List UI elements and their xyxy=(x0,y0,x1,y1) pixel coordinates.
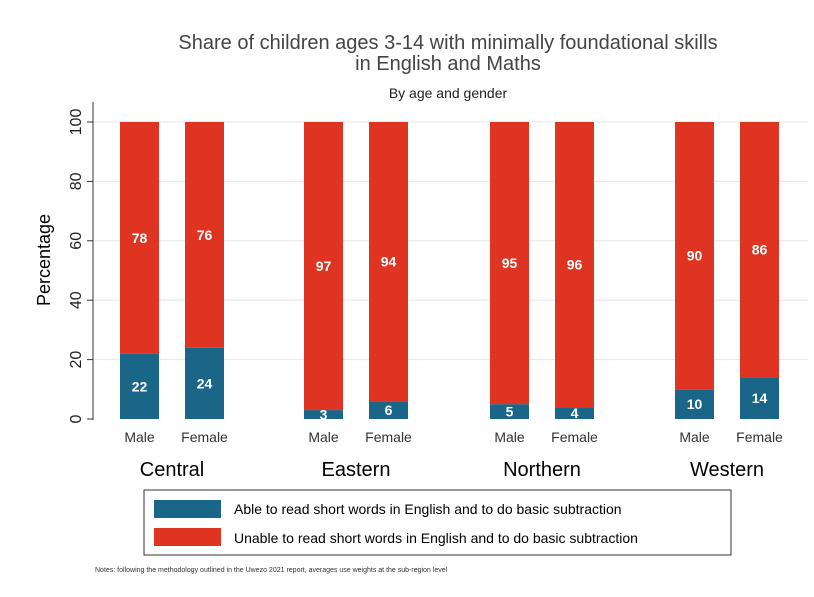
chart-subtitle: By age and gender xyxy=(389,85,508,101)
data-label-able-central-male: 22 xyxy=(132,378,148,394)
data-label-able-northern-female: 4 xyxy=(571,405,579,421)
legend-label-able: Able to read short words in English and … xyxy=(234,501,622,517)
chart-title-line-1: Share of children ages 3-14 with minimal… xyxy=(178,32,717,54)
bar-able-eastern-male xyxy=(304,410,343,419)
legend-label-unable: Unable to read short words in English an… xyxy=(234,530,638,546)
y-tick-label-20: 20 xyxy=(68,351,85,369)
data-label-unable-central-male: 78 xyxy=(132,230,148,246)
data-label-unable-western-male: 90 xyxy=(687,248,703,264)
group-labels: Central Eastern Northern Western xyxy=(140,459,764,481)
data-label-unable-northern-male: 95 xyxy=(502,255,518,271)
bar-able-central-male xyxy=(120,353,159,419)
category-label-northern-female: Female xyxy=(551,429,598,445)
category-label-central-male: Male xyxy=(124,429,155,445)
group-label-central: Central xyxy=(140,459,204,481)
group-label-northern: Northern xyxy=(503,459,581,481)
bar-unable-central-female xyxy=(185,122,224,348)
data-label-able-northern-male: 5 xyxy=(506,404,514,420)
bar-able-northern-male xyxy=(490,404,529,419)
y-tick-label-80: 80 xyxy=(68,172,85,190)
y-tick-label-100: 100 xyxy=(68,109,85,136)
data-label-unable-eastern-male: 97 xyxy=(316,258,332,274)
category-label-western-male: Male xyxy=(679,429,710,445)
y-axis-label: Percentage xyxy=(34,214,54,306)
data-label-able-eastern-male: 3 xyxy=(320,407,328,423)
bar-able-western-female xyxy=(740,377,779,419)
bar-unable-western-male xyxy=(675,122,714,390)
legend: Able to read short words in English and … xyxy=(143,489,732,556)
bar-unable-northern-male xyxy=(490,122,529,405)
legend-swatch-unable xyxy=(154,528,221,546)
data-label-unable-central-female: 76 xyxy=(197,227,213,243)
bar-able-central-female xyxy=(185,347,224,419)
data-label-unable-northern-female: 96 xyxy=(567,257,583,273)
group-label-eastern: Eastern xyxy=(322,459,391,481)
bar-unable-central-male xyxy=(120,122,159,354)
bars: 22 78 24 76 3 97 6 94 5 95 4 96 10 90 14 86 xyxy=(120,122,779,423)
chart-title-line-2: in English and Maths xyxy=(355,53,541,75)
footnote: Notes: following the methodology outline… xyxy=(95,567,448,574)
category-label-eastern-male: Male xyxy=(308,429,339,445)
legend-box xyxy=(143,489,732,556)
bar-unable-northern-female xyxy=(555,122,594,408)
data-label-able-central-female: 24 xyxy=(197,375,213,391)
data-label-unable-western-female: 86 xyxy=(752,242,768,258)
category-label-western-female: Female xyxy=(736,429,783,445)
bar-unable-western-female xyxy=(740,122,779,378)
category-label-eastern-female: Female xyxy=(365,429,412,445)
y-tick-label-60: 60 xyxy=(68,232,85,250)
bar-able-northern-female xyxy=(555,407,594,419)
data-label-able-western-male: 10 xyxy=(687,396,703,412)
category-label-northern-male: Male xyxy=(494,429,525,445)
y-tick-label-0: 0 xyxy=(68,414,85,423)
legend-swatch-able xyxy=(154,500,221,518)
y-tick-label-40: 40 xyxy=(68,291,85,309)
category-label-central-female: Female xyxy=(181,429,228,445)
bar-unable-eastern-female xyxy=(369,122,408,402)
bar-unable-eastern-male xyxy=(304,122,343,411)
data-label-unable-eastern-female: 94 xyxy=(381,254,397,270)
group-label-western: Western xyxy=(690,459,764,481)
y-axis-ticks: 0 20 40 60 80 100 xyxy=(68,109,93,423)
bar-able-western-male xyxy=(675,389,714,419)
data-label-able-eastern-female: 6 xyxy=(385,402,393,418)
category-labels: Male Female Male Female Male Female Male Female xyxy=(124,429,783,445)
data-label-able-western-female: 14 xyxy=(752,390,768,406)
bar-able-eastern-female xyxy=(369,401,408,419)
